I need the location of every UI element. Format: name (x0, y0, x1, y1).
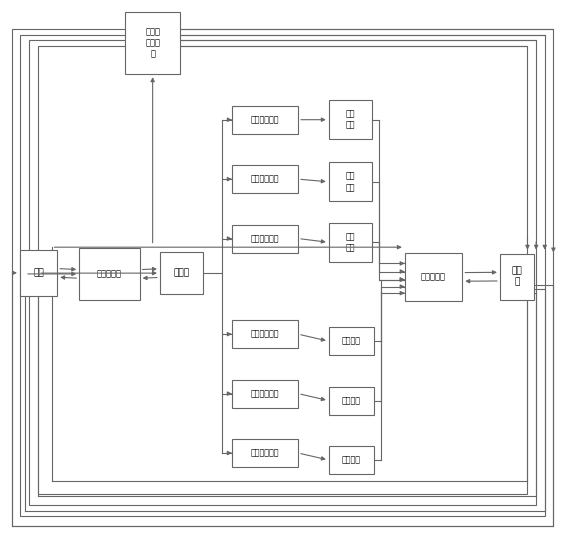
Text: 处理器单元: 处理器单元 (97, 269, 122, 279)
Text: 第一
电机: 第一 电机 (346, 172, 355, 192)
Text: 第一驱动信号: 第一驱动信号 (251, 115, 279, 124)
Text: 第四电机: 第四电机 (342, 337, 361, 346)
Bar (232, 380, 298, 408)
Text: 第三驱动信号: 第三驱动信号 (251, 234, 279, 243)
Text: 电池: 电池 (33, 268, 44, 277)
Bar (232, 106, 298, 134)
Bar (329, 446, 373, 474)
Bar (232, 224, 298, 252)
Bar (20, 250, 57, 296)
Bar (79, 248, 140, 300)
Text: 第五驱动信号: 第五驱动信号 (251, 389, 279, 398)
Text: 无人
机: 无人 机 (512, 267, 522, 287)
Bar (329, 327, 373, 355)
Bar (20, 35, 545, 516)
Text: 第二
电机: 第二 电机 (346, 232, 355, 252)
Bar (232, 320, 298, 348)
Text: 第二驱动信号: 第二驱动信号 (251, 175, 279, 184)
Bar (329, 387, 373, 415)
Text: 地面无
线控制
台: 地面无 线控制 台 (145, 28, 160, 59)
Text: 控制器: 控制器 (173, 269, 189, 277)
Bar (329, 162, 372, 201)
Bar (500, 254, 534, 300)
Bar (232, 165, 298, 193)
Bar (160, 252, 203, 294)
Bar (405, 252, 463, 301)
Bar (29, 40, 536, 505)
Text: 第六
电机: 第六 电机 (346, 110, 355, 130)
Bar (329, 223, 372, 262)
Text: 信号处理器: 信号处理器 (421, 273, 446, 281)
Bar (38, 46, 527, 494)
Text: 第六驱动信号: 第六驱动信号 (251, 449, 279, 458)
Text: 第五电机: 第五电机 (342, 456, 361, 465)
Bar (329, 100, 372, 139)
Bar (125, 12, 180, 74)
Text: 第三电机: 第三电机 (342, 396, 361, 405)
Bar (232, 439, 298, 467)
Text: 第四驱动信号: 第四驱动信号 (251, 330, 279, 339)
